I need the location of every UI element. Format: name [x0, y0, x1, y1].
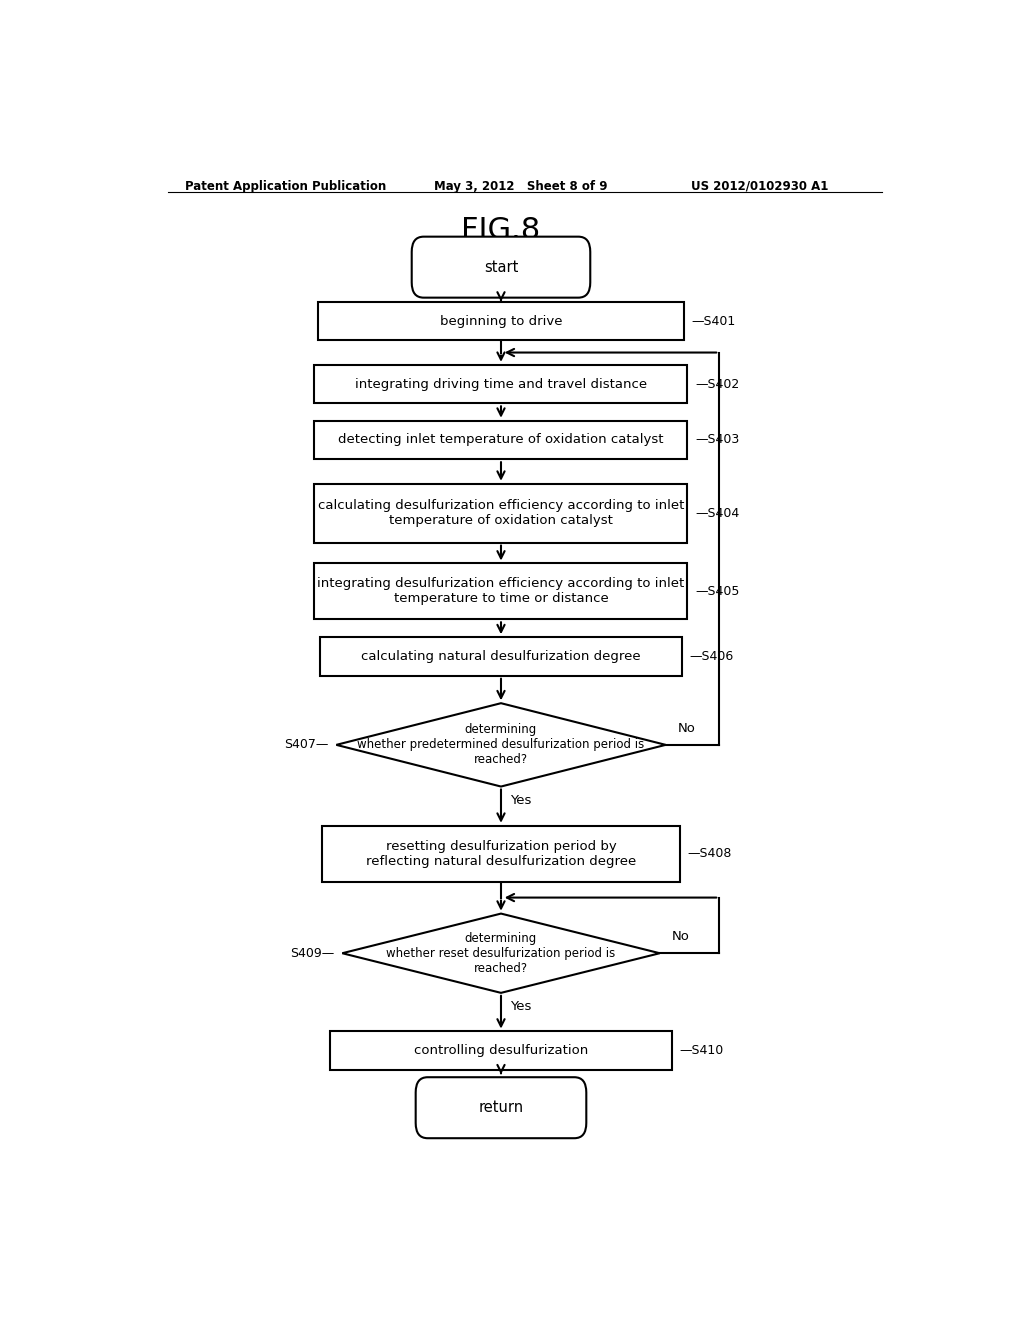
FancyBboxPatch shape	[412, 236, 590, 297]
Polygon shape	[336, 704, 666, 787]
Text: detecting inlet temperature of oxidation catalyst: detecting inlet temperature of oxidation…	[338, 433, 664, 446]
Text: resetting desulfurization period by
reflecting natural desulfurization degree: resetting desulfurization period by refl…	[366, 840, 636, 867]
Text: —S404: —S404	[695, 507, 739, 520]
Text: integrating driving time and travel distance: integrating driving time and travel dist…	[355, 378, 647, 391]
Text: calculating desulfurization efficiency according to inlet
temperature of oxidati: calculating desulfurization efficiency a…	[317, 499, 684, 527]
Text: —S401: —S401	[691, 314, 735, 327]
Text: Yes: Yes	[511, 793, 531, 807]
FancyBboxPatch shape	[314, 364, 687, 404]
Text: determining
whether reset desulfurization period is
reached?: determining whether reset desulfurizatio…	[386, 932, 615, 974]
FancyBboxPatch shape	[323, 826, 680, 882]
FancyBboxPatch shape	[314, 483, 687, 543]
Text: No: No	[678, 722, 695, 735]
Text: return: return	[478, 1100, 523, 1115]
Text: No: No	[672, 931, 689, 942]
Text: FIG.8: FIG.8	[462, 216, 541, 246]
Text: —S408: —S408	[687, 847, 732, 861]
Text: —S403: —S403	[695, 433, 739, 446]
FancyBboxPatch shape	[314, 564, 687, 619]
Text: Patent Application Publication: Patent Application Publication	[185, 180, 386, 193]
Text: US 2012/0102930 A1: US 2012/0102930 A1	[691, 180, 828, 193]
Text: integrating desulfurization efficiency according to inlet
temperature to time or: integrating desulfurization efficiency a…	[317, 577, 685, 606]
Text: —S402: —S402	[695, 378, 739, 391]
Text: start: start	[483, 260, 518, 275]
Text: beginning to drive: beginning to drive	[439, 314, 562, 327]
Polygon shape	[342, 913, 659, 993]
Text: S407—: S407—	[284, 738, 329, 751]
Text: —S405: —S405	[695, 585, 739, 598]
Text: controlling desulfurization: controlling desulfurization	[414, 1044, 588, 1057]
FancyBboxPatch shape	[416, 1077, 587, 1138]
FancyBboxPatch shape	[318, 302, 684, 341]
Text: May 3, 2012   Sheet 8 of 9: May 3, 2012 Sheet 8 of 9	[433, 180, 607, 193]
Text: —S406: —S406	[689, 649, 734, 663]
FancyBboxPatch shape	[331, 1031, 672, 1071]
FancyBboxPatch shape	[321, 638, 682, 676]
Text: —S410: —S410	[680, 1044, 724, 1057]
Text: S409—: S409—	[290, 946, 334, 960]
Text: determining
whether predetermined desulfurization period is
reached?: determining whether predetermined desulf…	[357, 723, 645, 767]
Text: calculating natural desulfurization degree: calculating natural desulfurization degr…	[361, 649, 641, 663]
FancyBboxPatch shape	[314, 421, 687, 459]
Text: Yes: Yes	[511, 1001, 531, 1012]
